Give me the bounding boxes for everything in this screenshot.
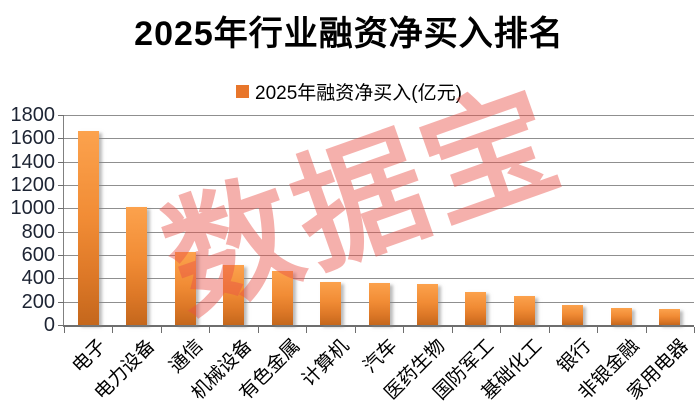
bar	[610, 307, 632, 325]
bar	[562, 304, 584, 325]
bar	[416, 284, 438, 325]
bar	[77, 130, 99, 325]
y-axis-tick-label: 1200	[10, 174, 56, 196]
gridline	[64, 255, 694, 256]
bar	[174, 252, 196, 325]
x-axis-tick-mark	[160, 327, 162, 333]
x-axis-tick-mark	[257, 327, 259, 333]
y-axis-tick-mark	[58, 138, 64, 140]
bar	[465, 291, 487, 325]
x-axis-tick-mark	[306, 327, 308, 333]
y-axis-tick-mark	[58, 278, 64, 280]
y-axis-tick-mark	[58, 301, 64, 303]
bar	[271, 271, 293, 325]
y-axis-tick-mark	[58, 255, 64, 256]
y-axis-tick-mark	[58, 208, 64, 210]
bar	[126, 206, 148, 325]
bar	[368, 283, 390, 325]
legend-label: 2025年融资净买入(亿元)	[255, 83, 462, 104]
y-axis-tick-label: 800	[21, 220, 55, 243]
x-axis-tick-mark	[597, 327, 599, 333]
y-axis-tick-mark	[58, 115, 64, 116]
plot-area: 电子 电力设备 通信 机械设备 有色金属 计算机 汽车 医药生物 国防军工 基础化工 银行 非银金融家…	[58, 115, 695, 404]
y-axis-tick-label: 400	[21, 267, 55, 290]
y-axis-tick-mark	[58, 185, 64, 186]
y-axis-tick-label: 1400	[10, 150, 56, 173]
x-axis-tick-mark	[694, 327, 695, 333]
gridline	[64, 208, 694, 210]
gridline	[64, 161, 694, 163]
bar	[223, 264, 245, 325]
gridline	[64, 115, 694, 116]
x-axis-tick-mark	[209, 327, 211, 333]
y-axis-tick-label: 1800	[10, 104, 56, 126]
y-axis-tick-mark	[58, 325, 64, 326]
y-axis-tick-label: 1600	[10, 127, 56, 150]
x-axis-tick-mark	[64, 327, 65, 333]
gridline	[64, 278, 694, 280]
bar	[659, 308, 681, 325]
gridline	[64, 231, 694, 233]
y-axis-tick-label: 0	[43, 314, 55, 336]
x-axis-tick-mark	[500, 327, 502, 333]
y-axis-tick-mark	[58, 231, 64, 233]
bar	[320, 281, 342, 325]
x-axis-tick-mark	[112, 327, 114, 333]
y-axis-tick-label: 600	[21, 244, 55, 266]
x-axis-tick-mark	[403, 327, 405, 333]
legend: 2025年融资净买入(亿元)	[0, 78, 698, 105]
x-axis-tick-mark	[451, 327, 453, 333]
gridline	[64, 138, 694, 140]
y-axis-tick-label: 1000	[10, 197, 56, 220]
gridline	[64, 185, 694, 186]
x-axis-tick-mark	[354, 327, 356, 333]
x-axis-tick-mark	[548, 327, 550, 333]
legend-marker-icon	[236, 85, 250, 98]
x-axis-tick-mark	[645, 327, 647, 333]
bar	[513, 296, 535, 325]
y-axis-tick-mark	[58, 161, 64, 163]
y-axis-tick-label: 200	[21, 290, 55, 313]
chart-title: 2025年行业融资净买入排名	[134, 15, 564, 53]
